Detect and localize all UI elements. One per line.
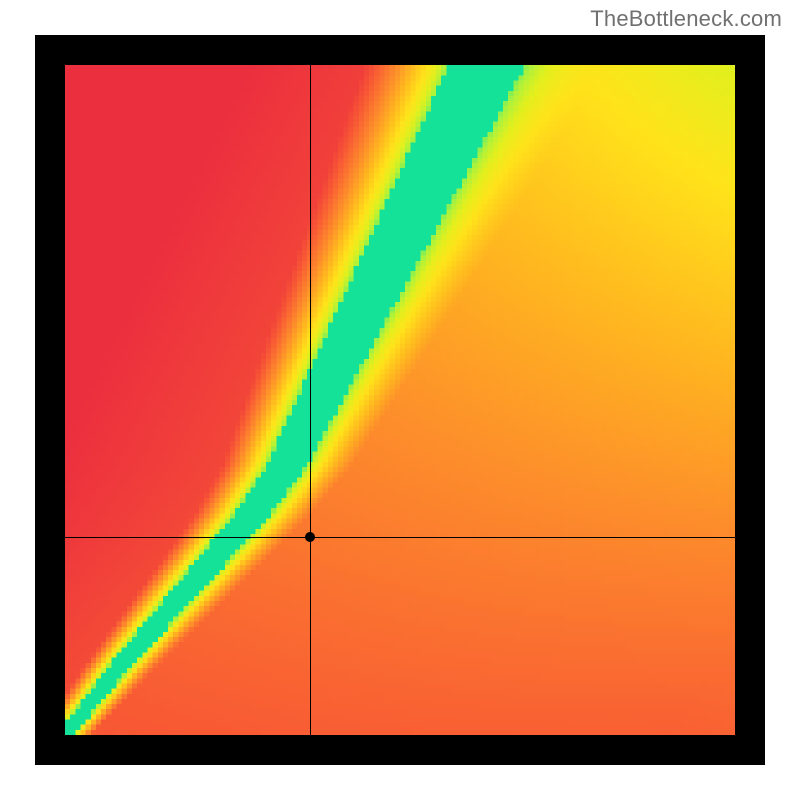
- crosshair-vertical: [310, 65, 311, 735]
- chart-container: TheBottleneck.com: [0, 0, 800, 800]
- crosshair-marker: [305, 532, 315, 542]
- heatmap-canvas: [65, 65, 735, 735]
- watermark-text: TheBottleneck.com: [590, 6, 782, 32]
- crosshair-horizontal: [65, 537, 735, 538]
- plot-area: [65, 65, 735, 735]
- plot-black-frame: [35, 35, 765, 765]
